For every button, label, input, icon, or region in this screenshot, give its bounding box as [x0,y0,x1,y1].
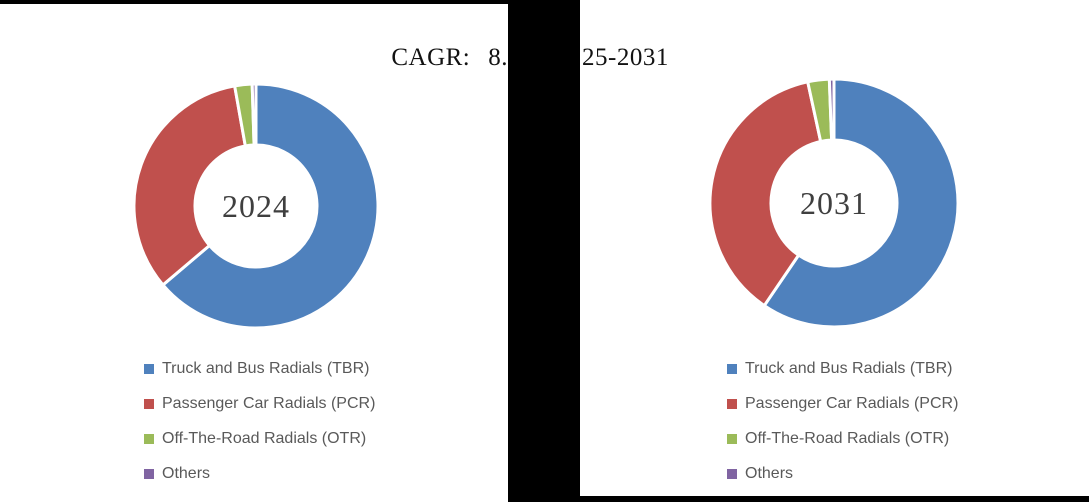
others-swatch-icon [144,468,154,479]
legend-label: Off-The-Road Radials (OTR) [745,429,950,447]
donut-slice-passenger-car-radials-pcr [132,84,248,288]
redaction-bar-top [0,0,508,4]
legend-item-others: Others [144,456,375,491]
redaction-bar-center [508,0,580,502]
otr-swatch-icon [727,433,737,444]
legend-item-tbr: Truck and Bus Radials (TBR) [144,351,375,386]
tbr-swatch-icon [144,363,154,374]
legend-item-others: Others [727,456,958,491]
cagr-period-fragment: 25-2031 [582,44,669,71]
others-swatch-icon [727,468,737,479]
legend-item-otr: Off-The-Road Radials (OTR) [727,421,958,456]
cagr-title-left: CAGR: 8. [391,44,508,72]
legend-item-tbr: Truck and Bus Radials (TBR) [727,351,958,386]
legend-label: Off-The-Road Radials (OTR) [162,429,367,447]
redaction-bar-bottom [508,496,1089,502]
donut-slice-passenger-car-radials-pcr [708,80,823,308]
legend-2031: Truck and Bus Radials (TBR) Passenger Ca… [727,351,958,491]
legend-label: Passenger Car Radials (PCR) [162,394,376,412]
legend-label: Truck and Bus Radials (TBR) [745,359,953,377]
pcr-swatch-icon [144,398,154,409]
donut-chart-2031 [708,77,960,329]
donut-center-label-2031: 2031 [800,185,868,221]
donut-slice-truck-and-bus-radials-tbr [160,82,380,330]
donut-slice-others [250,82,258,147]
donut-chart-2024 [132,82,380,330]
legend-item-otr: Off-The-Road Radials (OTR) [144,421,375,456]
donut-slice-truck-and-bus-radials-tbr [762,77,960,329]
cagr-value-fragment: 8. [488,44,508,71]
donut-slice-others [827,77,836,142]
cagr-label: CAGR: [391,44,471,71]
cagr-title-right: 25-2031 [582,44,669,72]
legend-item-pcr: Passenger Car Radials (PCR) [727,386,958,421]
legend-label: Truck and Bus Radials (TBR) [162,359,370,377]
donut-center-label-2024: 2024 [222,188,290,224]
legend-label: Others [745,464,794,482]
pcr-swatch-icon [727,398,737,409]
otr-swatch-icon [144,433,154,444]
legend-label: Others [162,464,211,482]
legend-item-pcr: Passenger Car Radials (PCR) [144,386,375,421]
legend-label: Passenger Car Radials (PCR) [745,394,959,412]
legend-2024: Truck and Bus Radials (TBR) Passenger Ca… [144,351,375,491]
tbr-swatch-icon [727,363,737,374]
